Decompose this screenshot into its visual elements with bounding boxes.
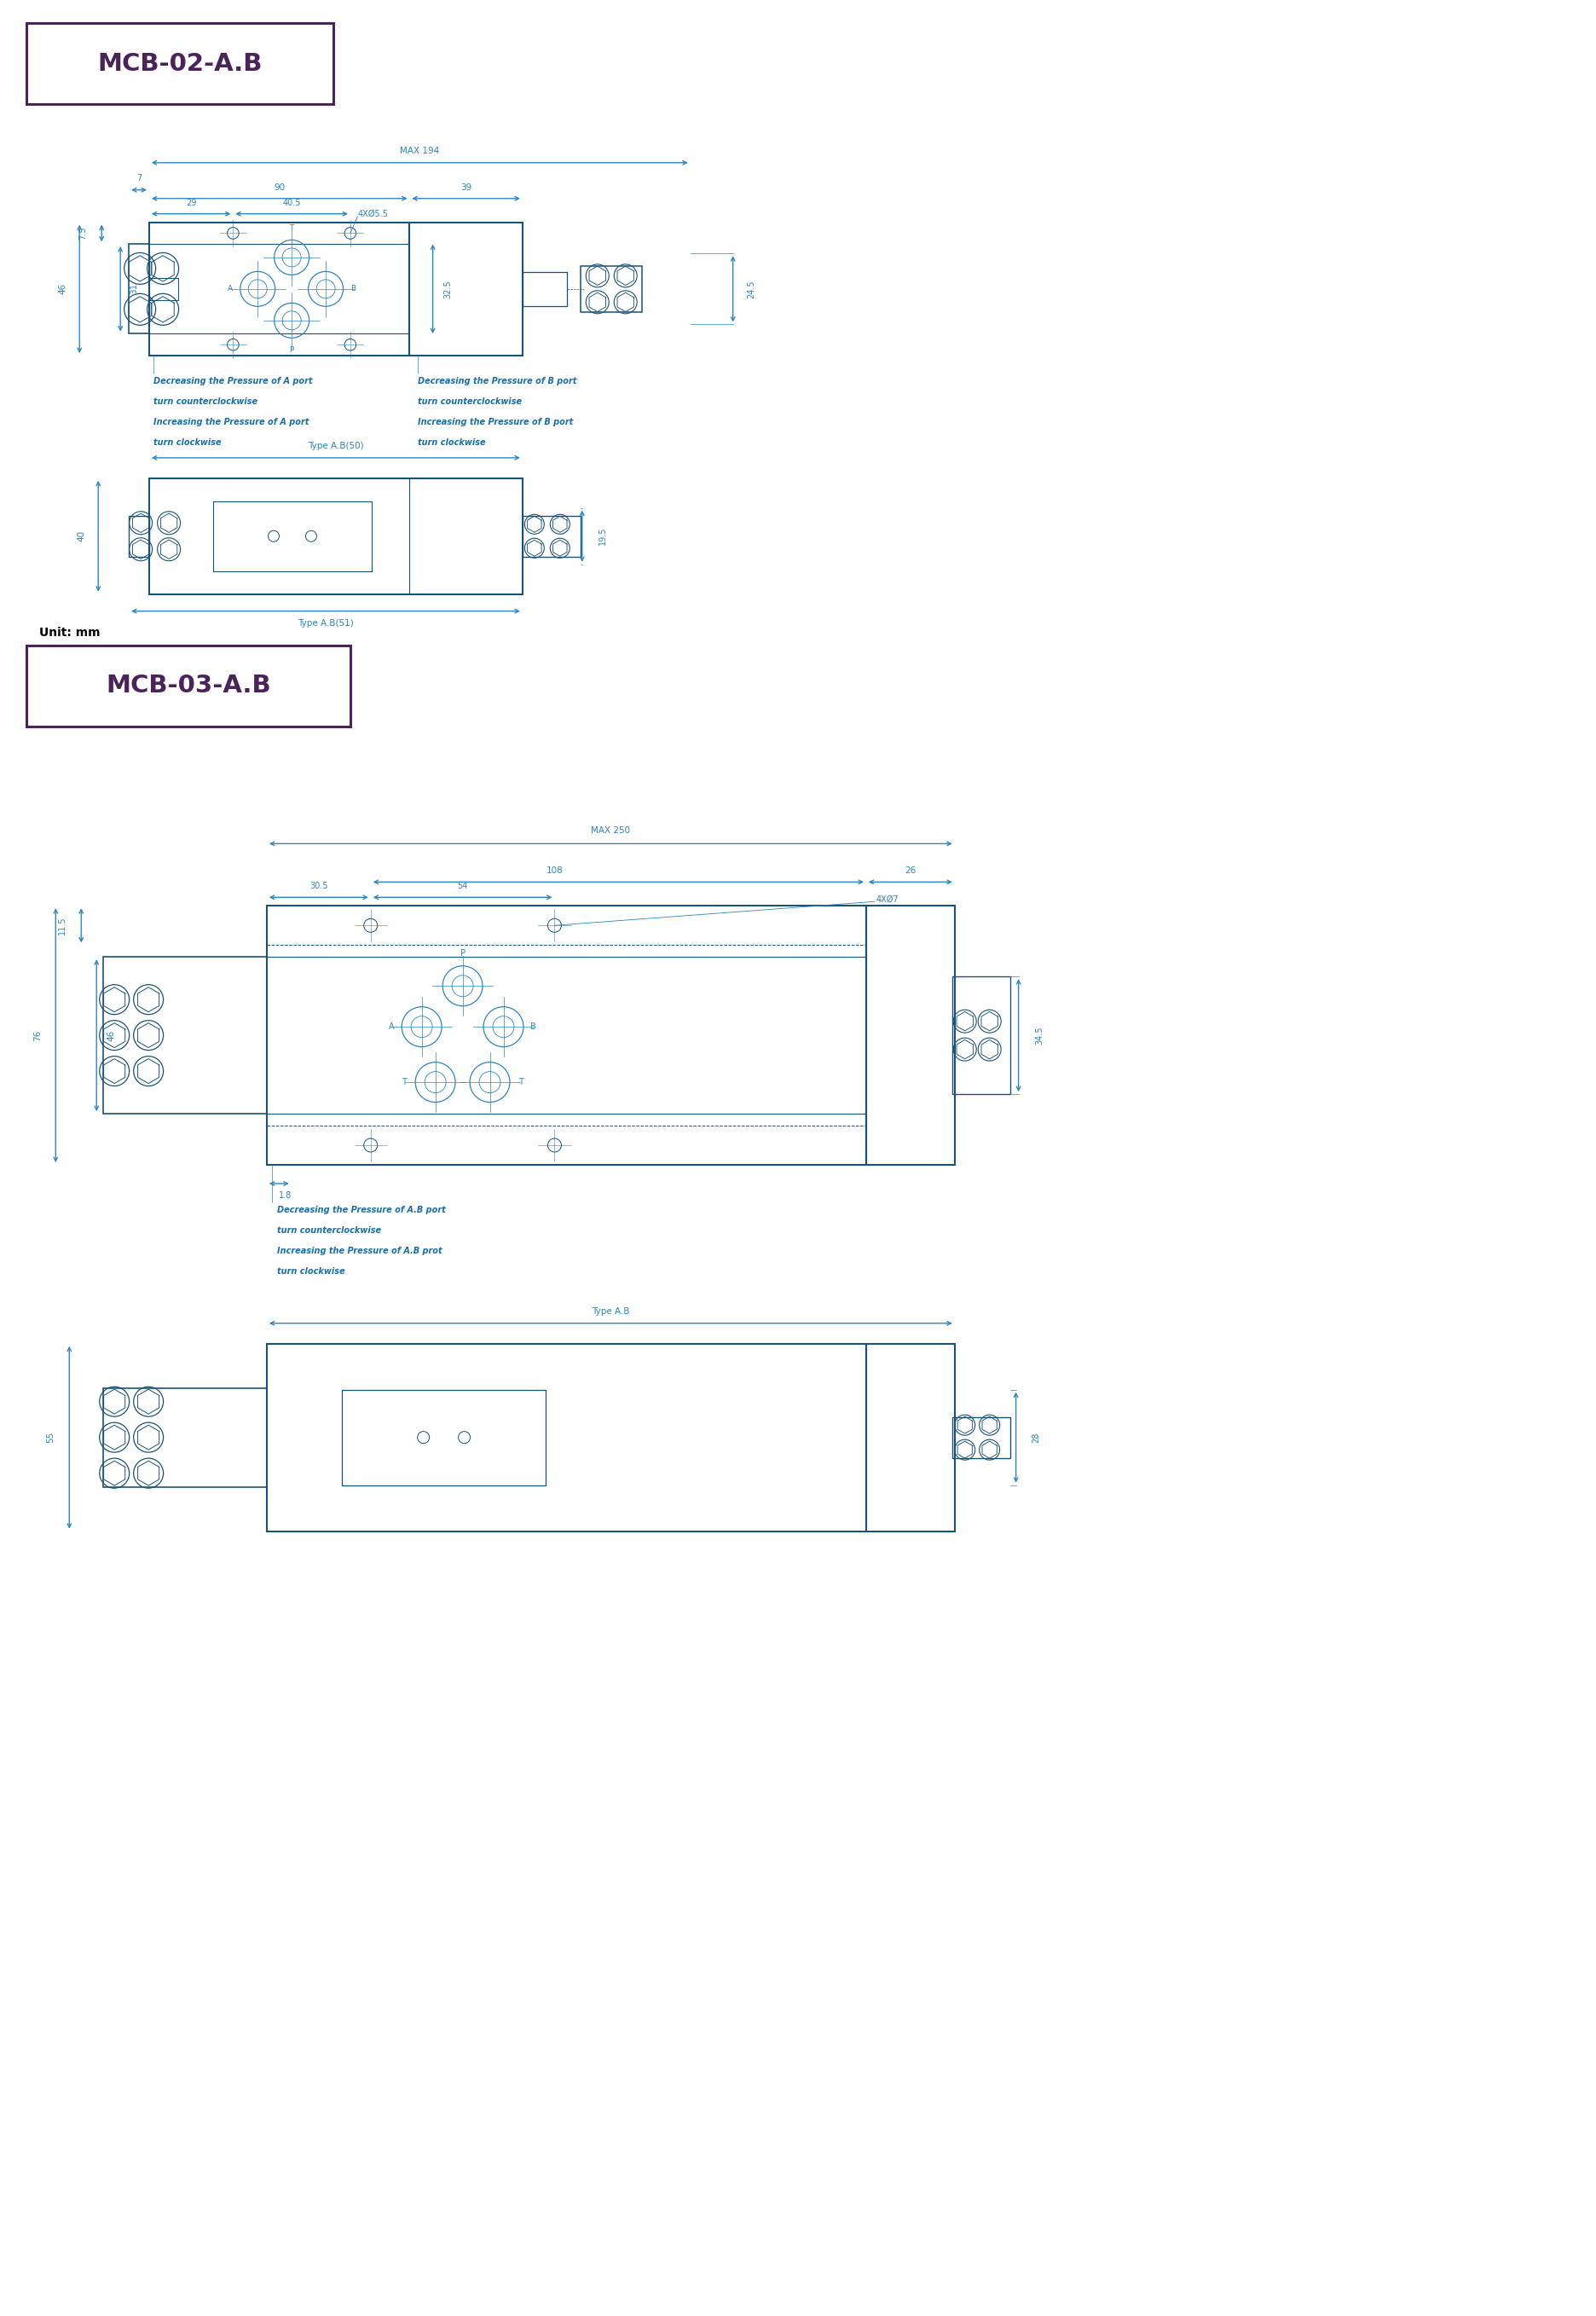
Text: 4XØ5.5: 4XØ5.5 xyxy=(358,208,388,218)
Text: 28: 28 xyxy=(1033,1431,1041,1443)
Text: Increasing the Pressure of B port: Increasing the Pressure of B port xyxy=(418,417,573,426)
Text: P: P xyxy=(289,345,294,354)
Bar xyxy=(148,278,179,301)
Bar xyxy=(148,477,522,595)
Text: turn clockwise: turn clockwise xyxy=(278,1267,345,1276)
Text: turn counterclockwise: turn counterclockwise xyxy=(278,1225,381,1234)
Text: B: B xyxy=(351,285,356,292)
Text: 1.8: 1.8 xyxy=(279,1190,292,1200)
Text: Decreasing the Pressure of B port: Decreasing the Pressure of B port xyxy=(418,378,578,384)
Text: turn counterclockwise: turn counterclockwise xyxy=(418,398,522,405)
Text: A: A xyxy=(228,285,233,292)
Text: 46: 46 xyxy=(57,283,67,294)
Text: 29: 29 xyxy=(185,199,196,206)
Bar xyxy=(148,222,410,357)
Text: 90: 90 xyxy=(275,183,286,192)
Bar xyxy=(581,266,642,313)
Text: Decreasing the Pressure of A port: Decreasing the Pressure of A port xyxy=(153,378,313,384)
Bar xyxy=(267,906,867,1165)
Text: 26: 26 xyxy=(905,866,916,875)
Bar xyxy=(953,977,1010,1093)
Bar xyxy=(104,957,267,1114)
Text: Decreasing the Pressure of A.B port: Decreasing the Pressure of A.B port xyxy=(278,1207,445,1214)
Bar xyxy=(267,1343,867,1531)
Text: 39: 39 xyxy=(460,183,472,192)
Text: 7.5: 7.5 xyxy=(78,227,88,241)
Text: MAX 250: MAX 250 xyxy=(591,827,630,836)
Text: T: T xyxy=(519,1077,523,1086)
Text: 40.5: 40.5 xyxy=(282,199,302,206)
Bar xyxy=(410,222,522,357)
Text: 7: 7 xyxy=(136,174,142,183)
Text: Increasing the Pressure of A.B prot: Increasing the Pressure of A.B prot xyxy=(278,1246,442,1255)
Text: Type A.B(51): Type A.B(51) xyxy=(298,618,354,628)
Text: Type A.B(50): Type A.B(50) xyxy=(308,442,364,449)
Bar xyxy=(129,243,148,334)
Text: Unit: mm: Unit: mm xyxy=(40,625,101,639)
Bar xyxy=(27,646,350,727)
Text: Increasing the Pressure of A port: Increasing the Pressure of A port xyxy=(153,417,310,426)
Text: MAX 194: MAX 194 xyxy=(401,146,439,155)
Text: 34.5: 34.5 xyxy=(1036,1026,1044,1045)
Text: MCB-02-A.B: MCB-02-A.B xyxy=(97,51,262,76)
Text: P: P xyxy=(460,950,464,959)
Text: A: A xyxy=(389,1024,394,1031)
Text: turn clockwise: turn clockwise xyxy=(418,438,487,447)
Text: turn clockwise: turn clockwise xyxy=(153,438,222,447)
Text: Type A.B: Type A.B xyxy=(592,1306,630,1315)
Text: 55: 55 xyxy=(46,1431,54,1443)
Bar xyxy=(342,1390,546,1485)
Text: 76: 76 xyxy=(34,1031,41,1040)
Text: 24.5: 24.5 xyxy=(747,280,757,299)
Bar xyxy=(522,271,567,306)
Bar xyxy=(522,516,581,556)
Text: 54: 54 xyxy=(458,882,468,892)
Bar xyxy=(129,516,148,556)
Text: 46: 46 xyxy=(107,1031,115,1040)
Text: 4XØ7: 4XØ7 xyxy=(876,894,899,903)
Text: T: T xyxy=(401,1077,407,1086)
Bar xyxy=(104,1387,267,1487)
Text: T: T xyxy=(289,225,294,232)
Text: 30.5: 30.5 xyxy=(310,882,327,892)
Bar xyxy=(867,1343,954,1531)
Text: 31: 31 xyxy=(129,283,139,294)
Bar xyxy=(27,23,334,104)
Bar xyxy=(953,1417,1010,1457)
Text: 11.5: 11.5 xyxy=(57,917,67,936)
Bar xyxy=(867,906,954,1165)
Text: B: B xyxy=(531,1024,536,1031)
Text: 108: 108 xyxy=(546,866,563,875)
Text: 32.5: 32.5 xyxy=(444,280,452,299)
Text: MCB-03-A.B: MCB-03-A.B xyxy=(105,674,271,697)
Text: 19.5: 19.5 xyxy=(598,528,606,544)
Text: 40: 40 xyxy=(77,530,86,542)
Text: turn counterclockwise: turn counterclockwise xyxy=(153,398,257,405)
